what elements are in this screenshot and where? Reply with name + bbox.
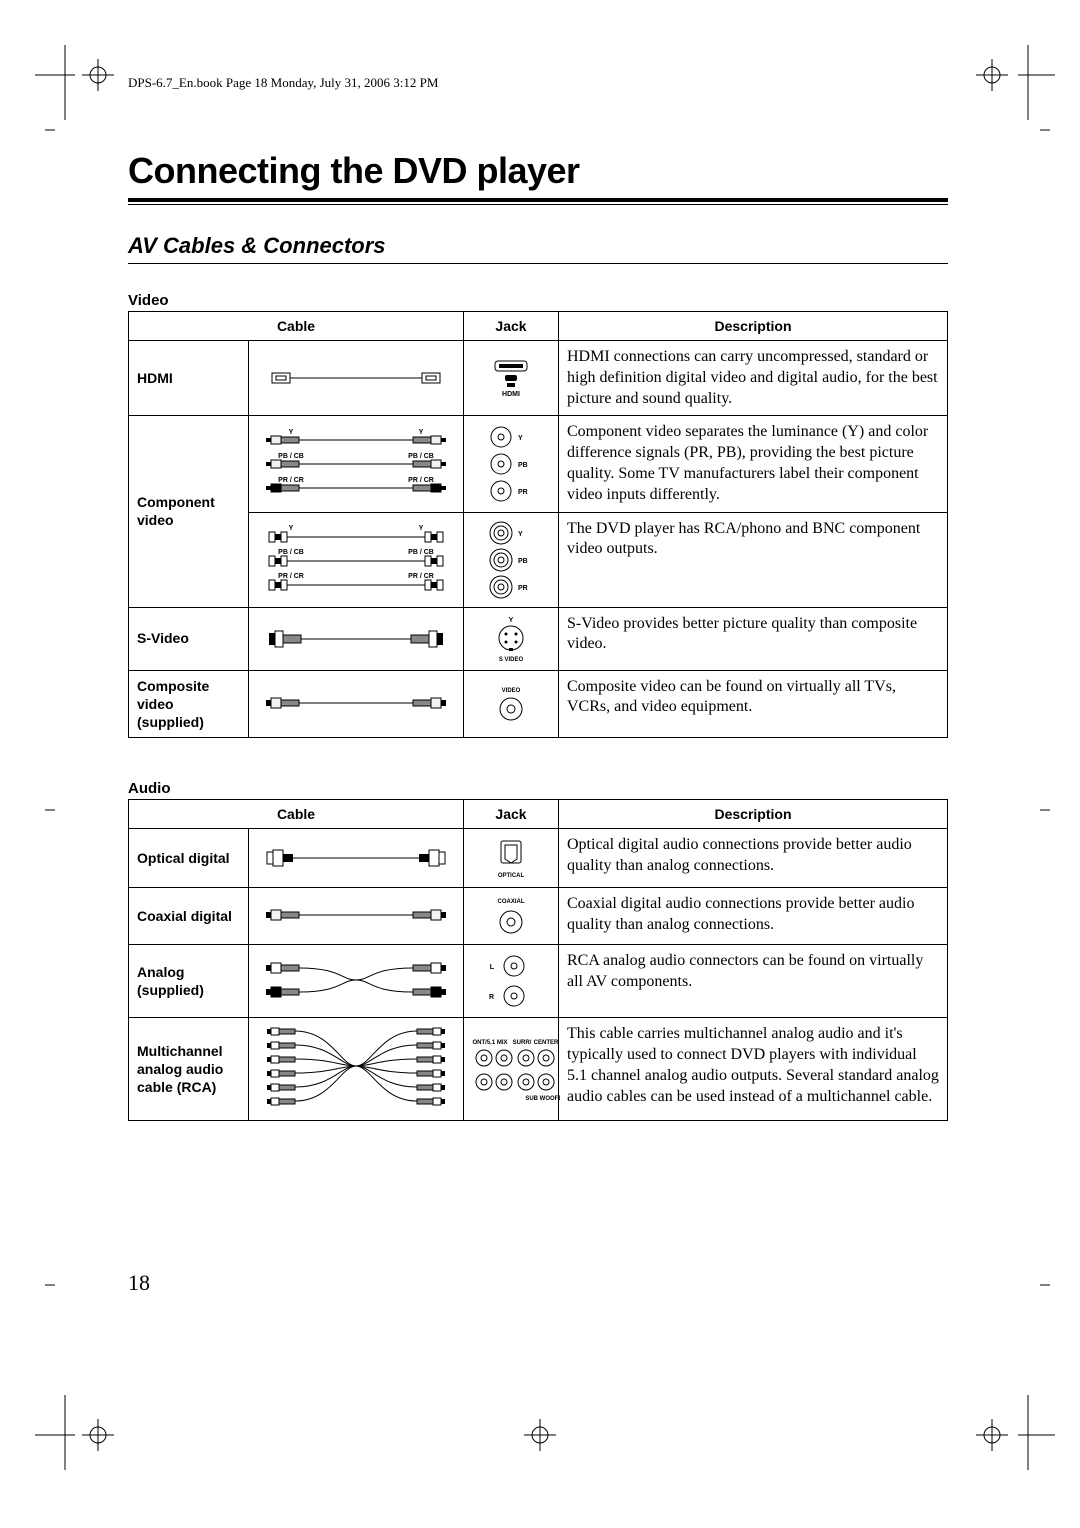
- hdmi-cable-icon: [249, 341, 464, 416]
- row-svideo: S-Video Y S VIDEO S-Video provide: [129, 607, 948, 670]
- component-a-desc: Component video separates the luminance …: [559, 416, 948, 512]
- svg-text:CENTER: CENTER: [534, 1040, 559, 1046]
- row-multichannel: Multichannel analog audio cable (RCA): [129, 1018, 948, 1121]
- analog-jack-icon: L R: [464, 945, 559, 1018]
- component-b-desc: The DVD player has RCA/phono and BNC com…: [559, 512, 948, 607]
- svideo-label: S-Video: [129, 607, 249, 670]
- title-rule-thick: [128, 198, 948, 202]
- video-group-label: Video: [128, 292, 948, 309]
- optical-cable-icon: [249, 829, 464, 888]
- component-label: Component video: [129, 416, 249, 607]
- coaxial-jack-icon: COAXIAL: [464, 888, 559, 945]
- audio-group-label: Audio: [128, 780, 948, 797]
- title-rule-thin: [128, 204, 948, 205]
- svg-text:PB / CB: PB / CB: [408, 549, 434, 556]
- svg-text:SURR/: SURR/: [513, 1040, 532, 1046]
- col-cable: Cable: [129, 312, 464, 341]
- hdmi-jack-icon: HDMI: [464, 341, 559, 416]
- row-optical: Optical digital OPTICAL Optical digital …: [129, 829, 948, 888]
- svg-text:Y: Y: [419, 429, 424, 436]
- video-table: Cable Jack Description HDMI: [128, 311, 948, 738]
- hdmi-desc: HDMI connections can carry uncompressed,…: [559, 341, 948, 416]
- composite-desc: Composite video can be found on virtuall…: [559, 670, 948, 738]
- optical-jack-icon: OPTICAL: [464, 829, 559, 888]
- coaxial-cable-icon: [249, 888, 464, 945]
- row-hdmi: HDMI HDMI HDMI connec: [129, 341, 948, 416]
- col-jack: Jack: [464, 800, 559, 829]
- row-composite: Composite video (supplied) VIDEO Composi…: [129, 670, 948, 738]
- svideo-jack-icon: Y S VIDEO: [464, 607, 559, 670]
- svg-text:SUB WOOFER: SUB WOOFER: [525, 1096, 560, 1102]
- svg-text:Y: Y: [509, 617, 514, 624]
- svg-text:PB: PB: [518, 558, 528, 565]
- component-rca-cable-icon: Y Y PB / CB PB / CB PR / CR: [249, 416, 464, 512]
- svideo-desc: S-Video provides better picture quality …: [559, 607, 948, 670]
- svg-text:HDMI: HDMI: [502, 391, 520, 398]
- composite-jack-icon: VIDEO: [464, 670, 559, 738]
- svg-text:Y: Y: [289, 429, 294, 436]
- svg-text:VIDEO: VIDEO: [502, 688, 521, 694]
- row-analog: Analog (supplied) L: [129, 945, 948, 1018]
- optical-desc: Optical digital audio connections provid…: [559, 829, 948, 888]
- component-bnc-jack-icon: Y PB PR: [464, 512, 559, 607]
- svg-text:FRONT/5.1 MIX: FRONT/5.1 MIX: [472, 1040, 508, 1046]
- coaxial-desc: Coaxial digital audio connections provid…: [559, 888, 948, 945]
- svg-text:PB / CB: PB / CB: [278, 453, 304, 460]
- svg-text:PR / CR: PR / CR: [408, 573, 434, 580]
- svg-text:PR: PR: [518, 585, 528, 592]
- table-header-row: Cable Jack Description: [129, 800, 948, 829]
- svg-text:PB: PB: [518, 462, 528, 469]
- table-header-row: Cable Jack Description: [129, 312, 948, 341]
- svg-text:S VIDEO: S VIDEO: [499, 657, 524, 663]
- page-number: 18: [128, 1270, 150, 1296]
- svg-text:L: L: [490, 964, 495, 971]
- section-heading: AV Cables & Connectors: [128, 233, 948, 264]
- svg-text:Y: Y: [518, 435, 523, 442]
- component-rca-jack-icon: Y PB PR: [464, 416, 559, 512]
- coaxial-label: Coaxial digital: [129, 888, 249, 945]
- page-title: Connecting the DVD player: [128, 150, 948, 192]
- analog-label: Analog (supplied): [129, 945, 249, 1018]
- page-content: Connecting the DVD player AV Cables & Co…: [128, 150, 948, 1163]
- svg-text:Y: Y: [518, 531, 523, 538]
- svg-text:PR / CR: PR / CR: [278, 477, 304, 484]
- multichannel-desc: This cable carries multichannel analog a…: [559, 1018, 948, 1121]
- svg-text:PR / CR: PR / CR: [278, 573, 304, 580]
- composite-cable-icon: [249, 670, 464, 738]
- svg-text:Y: Y: [289, 525, 294, 532]
- multichannel-label: Multichannel analog audio cable (RCA): [129, 1018, 249, 1121]
- optical-label: Optical digital: [129, 829, 249, 888]
- composite-label: Composite video (supplied): [129, 670, 249, 738]
- svg-text:R: R: [489, 994, 494, 1001]
- analog-cable-icon: [249, 945, 464, 1018]
- svideo-cable-icon: [249, 607, 464, 670]
- audio-table: Cable Jack Description Optical digital O…: [128, 799, 948, 1121]
- svg-text:PB / CB: PB / CB: [408, 453, 434, 460]
- row-component-bnc: Y Y PB / CB PB / CB PR / CR: [129, 512, 948, 607]
- svg-text:PR: PR: [518, 489, 528, 496]
- svg-text:OPTICAL: OPTICAL: [498, 873, 525, 879]
- svg-text:Y: Y: [419, 525, 424, 532]
- col-desc: Description: [559, 800, 948, 829]
- svg-text:PR / CR: PR / CR: [408, 477, 434, 484]
- row-coaxial: Coaxial digital COAXIAL Coaxial digital …: [129, 888, 948, 945]
- hdmi-label: HDMI: [129, 341, 249, 416]
- analog-desc: RCA analog audio connectors can be found…: [559, 945, 948, 1018]
- print-header: DPS-6.7_En.book Page 18 Monday, July 31,…: [128, 75, 438, 91]
- component-bnc-cable-icon: Y Y PB / CB PB / CB PR / CR: [249, 512, 464, 607]
- svg-text:COAXIAL: COAXIAL: [498, 899, 525, 905]
- svg-text:PB / CB: PB / CB: [278, 549, 304, 556]
- col-desc: Description: [559, 312, 948, 341]
- col-jack: Jack: [464, 312, 559, 341]
- multichannel-cable-icon: [249, 1018, 464, 1121]
- row-component-rca: Component video Y Y PB / CB PB / CB: [129, 416, 948, 512]
- col-cable: Cable: [129, 800, 464, 829]
- multichannel-jack-icon: FRONT/5.1 MIX SURR/ CENTER SUB WOOFER: [464, 1018, 559, 1121]
